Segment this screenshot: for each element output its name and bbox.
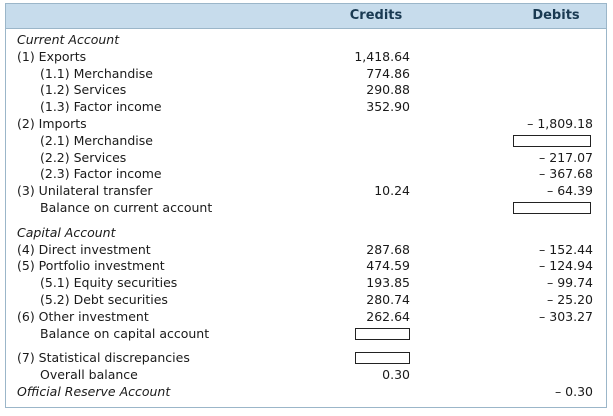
row-label: (1.3) Factor income: [40, 99, 162, 115]
debit-value: – 99.74: [546, 275, 593, 291]
debits-header: Debits: [532, 8, 580, 23]
credit-value: 290.88: [366, 82, 410, 98]
credit-blank-box[interactable]: [355, 352, 410, 365]
credit-value: 193.85: [366, 275, 410, 291]
row-label: Official Reserve Account: [17, 384, 171, 399]
row-label: (1) Exports: [17, 48, 87, 64]
credit-value: 280.74: [366, 292, 410, 307]
row-label: Balance on capital account: [40, 325, 210, 341]
debit-blank-box[interactable]: [513, 202, 591, 214]
credit-value: 774.86: [366, 65, 410, 81]
credit-value: 474.59: [366, 258, 410, 274]
debit-value: – 217.07: [539, 149, 593, 165]
row-label: (2.2) Services: [40, 149, 127, 165]
row-label: Overall balance: [40, 367, 138, 383]
credit-blank-box[interactable]: [355, 327, 410, 340]
row-label: Current Account: [17, 32, 120, 47]
debit-value: – 64.39: [546, 183, 593, 199]
row-label: (3) Unilateral transfer: [17, 183, 153, 199]
debit-value: – 152.44: [539, 241, 593, 257]
credit-value: 262.64: [366, 308, 410, 324]
debit-value: – 367.68: [539, 166, 593, 182]
row-label: (6) Other investment: [17, 308, 149, 324]
row-label: (5.1) Equity securities: [40, 275, 178, 291]
row-label: (4) Direct investment: [17, 241, 151, 257]
credit-value: 287.68: [366, 241, 410, 257]
debit-blank-box[interactable]: [513, 134, 591, 147]
credits-header: Credits: [349, 8, 403, 23]
credit-value: 1,418.64: [354, 48, 410, 64]
row-label: (7) Statistical discrepancies: [17, 350, 190, 366]
row-label: (2.1) Merchandise: [40, 132, 153, 148]
row-label: (5) Portfolio investment: [17, 258, 165, 274]
table-header: Credits Debits: [5, 3, 607, 29]
row-label: (2.3) Factor income: [40, 166, 162, 182]
row-label: Capital Account: [17, 224, 116, 240]
credit-value: 352.90: [366, 99, 410, 115]
row-label: (1.1) Merchandise: [40, 65, 153, 81]
row-label: Balance on current account: [40, 200, 213, 215]
row-label: (5.2) Debt securities: [40, 292, 168, 307]
row-label: (1.2) Services: [40, 82, 127, 98]
credit-value: 0.30: [382, 367, 410, 383]
debit-value: – 303.27: [539, 308, 593, 324]
debit-value: – 124.94: [539, 258, 593, 274]
row-label: (2) Imports: [17, 116, 87, 131]
debit-value: – 25.20: [546, 292, 593, 307]
debit-value: – 1,809.18: [527, 116, 593, 131]
credit-value: 10.24: [374, 183, 410, 199]
debit-value: – 0.30: [554, 384, 593, 399]
